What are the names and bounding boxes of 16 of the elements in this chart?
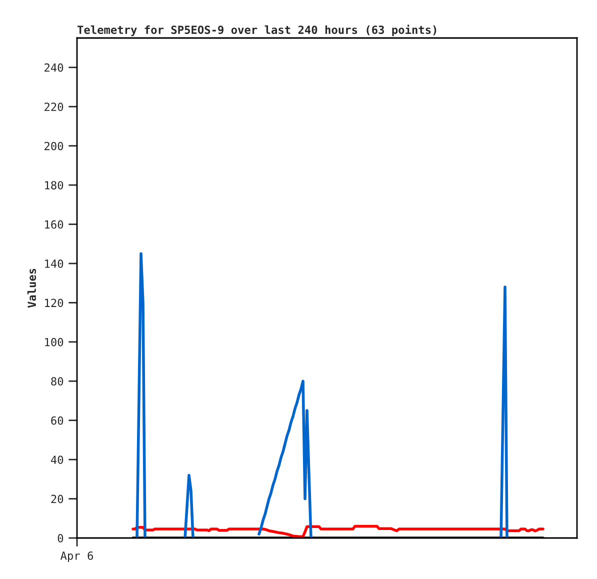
y-tick-label: 120 [45,298,64,308]
y-tick-label: 140 [45,259,64,268]
x-tick-label: Apr 6 [60,551,94,562]
y-tick-label: 240 [44,63,64,72]
chart-title: Telemetry for SP5EOS-9 over last 240 hours (63 points) [77,24,436,36]
y-tick-label: 0 [58,534,64,542]
y-tick-label: 60 [51,416,64,425]
y-tick-label: 180 [45,181,64,190]
y-tick-label: 20 [51,494,64,504]
y-tick-label: 160 [45,220,64,229]
y-tick-label: 100 [45,338,64,346]
y-tick-label: 40 [50,456,64,464]
y-axis-title: Values [27,268,36,308]
y-tick-label: 200 [44,142,64,150]
y-tick-label: 80 [51,377,64,386]
y-tick-label: 220 [44,102,64,112]
